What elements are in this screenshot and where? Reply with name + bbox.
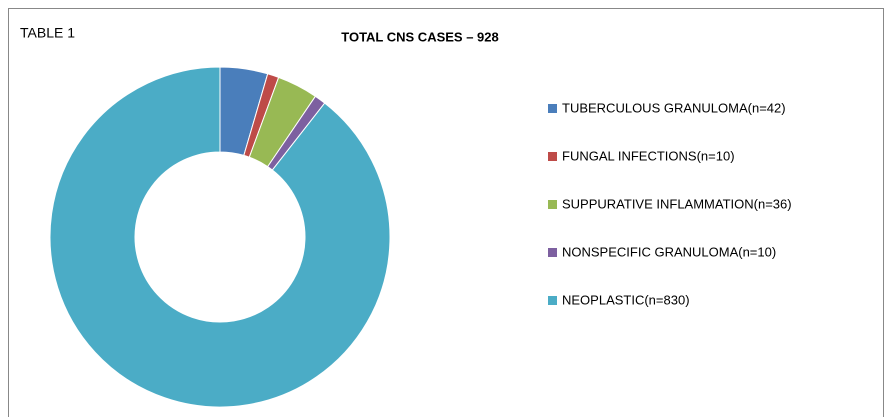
- legend-label: FUNGAL INFECTIONS(n=10): [562, 148, 735, 163]
- legend-swatch: [548, 152, 557, 161]
- wedge: [49, 66, 391, 408]
- legend-label: NEOPLASTIC(n=830): [562, 292, 690, 307]
- legend-swatch: [548, 296, 557, 305]
- legend-label: TUBERCULOUS GRANULOMA(n=42): [562, 100, 786, 115]
- legend-swatch: [548, 200, 557, 209]
- legend-swatch: [548, 248, 557, 257]
- chart-title: TOTAL CNS CASES – 928: [341, 29, 499, 44]
- legend-swatch: [548, 104, 557, 113]
- legend-label: NONSPECIFIC GRANULOMA(n=10): [562, 244, 776, 259]
- legend-label: SUPPURATIVE INFLAMMATION(n=36): [562, 196, 792, 211]
- table-label: TABLE 1: [20, 25, 75, 41]
